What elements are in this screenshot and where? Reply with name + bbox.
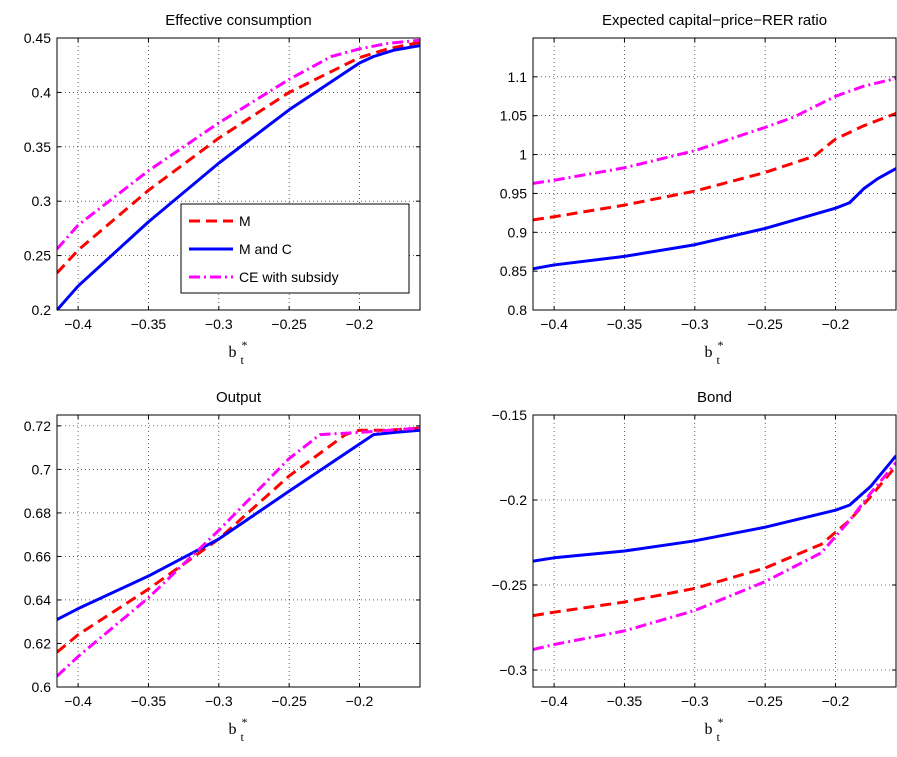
x-tick-label: −0.3 (205, 693, 233, 709)
x-tick-label: −0.2 (822, 693, 850, 709)
x-tick-label: −0.2 (346, 316, 374, 332)
x-axis-label: b (229, 344, 237, 361)
x-tick-label: −0.4 (540, 316, 568, 332)
y-tick-label: 0.85 (500, 263, 527, 279)
plot-area (57, 415, 420, 687)
chart-title: Bond (697, 389, 732, 406)
series-group (533, 76, 896, 271)
series-line-ce-with-subsidy (57, 38, 420, 251)
y-tick-label: 1 (519, 147, 527, 163)
series-line-m (57, 40, 420, 275)
x-axis-label: b (705, 344, 713, 361)
y-tick-label: −0.15 (492, 407, 528, 423)
x-axis-label-subscript: t (717, 353, 721, 367)
x-tick-label: −0.4 (64, 693, 92, 709)
series-line-ce-with-subsidy (57, 426, 420, 678)
chart-title: Effective consumption (165, 12, 311, 29)
legend-label: CE with subsidy (239, 269, 339, 285)
legend-label: M (239, 213, 251, 229)
y-tick-label: 0.8 (508, 302, 528, 318)
x-tick-label: −0.35 (131, 316, 167, 332)
y-tick-label: −0.25 (492, 577, 528, 593)
y-tick-label: 1.05 (500, 108, 527, 124)
axes-box (532, 414, 897, 688)
plot-area (533, 415, 896, 687)
x-tick-label: −0.35 (607, 316, 643, 332)
series-line-m-and-c (57, 428, 420, 621)
x-axis-label-subscript: t (241, 730, 245, 744)
x-tick-label: −0.2 (346, 693, 374, 709)
x-tick-label: −0.25 (271, 693, 307, 709)
x-tick-label: −0.3 (681, 693, 709, 709)
x-axis-label-subscript: t (241, 353, 245, 367)
y-tick-label: 0.68 (24, 505, 51, 521)
y-tick-label: 0.62 (24, 635, 51, 651)
x-axis-label-superscript: * (718, 715, 724, 729)
legend: M M and C CE with subsidy (180, 203, 410, 294)
panel-2: −0.4 −0.35 −0.3 −0.25 −0.2 0.8 0.85 0.9 0.95 1 1.0… (500, 12, 897, 367)
series-line-m-and-c (533, 167, 896, 271)
x-tick-label: −0.35 (131, 693, 167, 709)
series-line-m-and-c (533, 454, 896, 563)
x-tick-label: −0.25 (271, 316, 307, 332)
y-tick-label: 0.95 (500, 185, 527, 201)
x-tick-label: −0.3 (681, 316, 709, 332)
y-tick-label: 0.6 (32, 679, 52, 695)
x-axis-label: b (229, 721, 237, 738)
series-group (57, 38, 420, 310)
x-tick-label: −0.4 (64, 316, 92, 332)
y-tick-label: 0.4 (32, 84, 52, 100)
x-axis-label-superscript: * (242, 338, 248, 352)
y-tick-label: 0.45 (24, 30, 51, 46)
y-tick-label: 0.2 (32, 302, 52, 318)
y-tick-label: 0.25 (24, 248, 51, 264)
axes-box (532, 37, 897, 311)
y-tick-label: 0.9 (508, 224, 528, 240)
plot-area (533, 38, 896, 310)
series-line-m-and-c (57, 44, 420, 310)
panel-4: −0.4 −0.35 −0.3 −0.25 −0.2 −0.3 −0.25 −0.2 −0.15… (492, 389, 897, 744)
y-tick-label: −0.2 (499, 492, 527, 508)
x-axis-label-subscript: t (717, 730, 721, 744)
chart-title: Output (216, 389, 262, 406)
y-tick-label: 0.7 (32, 461, 52, 477)
series-line-ce-with-subsidy (533, 461, 896, 652)
y-tick-label: 0.66 (24, 548, 51, 564)
y-tick-label: 0.64 (24, 592, 51, 608)
axes-box (56, 414, 421, 688)
series-group (533, 454, 896, 652)
x-tick-label: −0.25 (747, 316, 783, 332)
y-tick-label: 0.3 (32, 193, 52, 209)
y-tick-label: 0.72 (24, 418, 51, 434)
chart-title: Expected capital−price−RER ratio (602, 12, 827, 29)
x-tick-label: −0.35 (607, 693, 643, 709)
x-axis-label: b (705, 721, 713, 738)
x-tick-label: −0.4 (540, 693, 568, 709)
axes-box (56, 37, 421, 311)
x-axis-label-superscript: * (242, 715, 248, 729)
y-tick-label: 0.35 (24, 139, 51, 155)
panel-1: −0.4 −0.35 −0.3 −0.25 −0.2 0.2 0.25 0.3 0.35 0.4 0… (24, 12, 421, 367)
panel-3: −0.4 −0.35 −0.3 −0.25 −0.2 0.6 0.62 0.64 0.66 0.6… (24, 389, 421, 744)
legend-label: M and C (239, 241, 292, 257)
x-tick-label: −0.3 (205, 316, 233, 332)
x-axis-label-superscript: * (718, 338, 724, 352)
y-tick-label: 1.1 (508, 69, 528, 85)
series-line-ce-with-subsidy (533, 76, 896, 185)
series-group (57, 426, 420, 678)
y-tick-label: −0.3 (499, 662, 527, 678)
x-tick-label: −0.25 (747, 693, 783, 709)
x-tick-label: −0.2 (822, 316, 850, 332)
